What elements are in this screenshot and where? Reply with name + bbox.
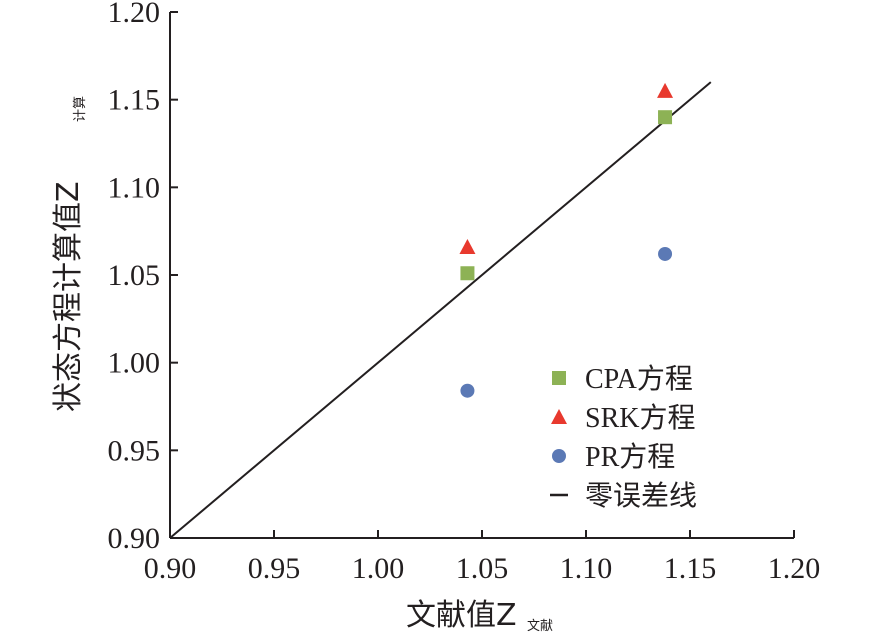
legend-triangle-marker <box>551 409 567 424</box>
circle-data-point <box>658 246 673 261</box>
x-tick-label: 1.10 <box>560 552 613 585</box>
y-tick-label: 1.05 <box>108 259 161 292</box>
y-tick-label: 1.00 <box>108 347 161 380</box>
legend-label: PR方程 <box>585 441 675 473</box>
x-tick-label: 1.05 <box>456 552 509 585</box>
x-tick-label: 1.15 <box>664 552 717 585</box>
data-points <box>459 82 674 398</box>
circle-data-point <box>460 383 475 398</box>
square-data-point <box>658 110 673 125</box>
y-axis-title: 状态方程计算值Z <box>51 181 86 412</box>
y-tick-label: 0.95 <box>108 434 161 467</box>
legend-label: CPA方程 <box>585 363 693 395</box>
triangle-data-point <box>657 82 674 98</box>
zero-error-line-layer <box>169 81 712 539</box>
y-tick-label: 1.10 <box>108 171 161 204</box>
y-axis-title-subscript: 计算 <box>73 96 88 122</box>
x-tick-label: 0.95 <box>248 552 301 585</box>
legend-label: 零误差线 <box>585 480 697 512</box>
x-tick-label: 0.90 <box>144 552 197 585</box>
axis-titles: 文献值Z 文献 状态方程计算值Z 计算 <box>51 96 553 634</box>
legend-label: SRK方程 <box>585 402 695 434</box>
axes: 0.90 0.95 1.00 1.05 1.10 1.15 1.20 0.90 0.95 1.00… <box>108 0 821 585</box>
x-tick-label: 1.20 <box>768 552 821 585</box>
legend-circle-marker <box>552 449 566 463</box>
legend-square-marker <box>552 371 566 385</box>
y-tick-label: 0.90 <box>108 522 161 555</box>
x-axis-title: 文献值Z <box>406 598 517 633</box>
x-axis-title-subscript: 文献 <box>527 619 553 634</box>
x-tick-label: 1.00 <box>352 552 405 585</box>
triangle-data-point <box>459 238 476 254</box>
zero-error-line <box>169 81 712 539</box>
y-tick-label: 1.20 <box>108 0 161 29</box>
y-tick-label: 1.15 <box>108 84 161 117</box>
square-data-point <box>460 266 475 281</box>
